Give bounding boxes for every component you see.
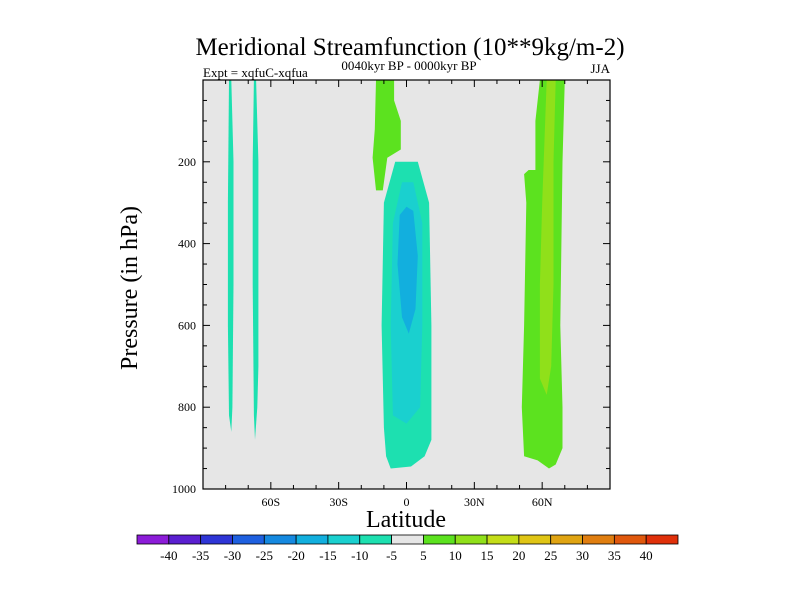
region-sh-polar-cell-a (227, 80, 234, 432)
colorbar-label: 35 (608, 548, 621, 563)
colorbar-label: -40 (160, 548, 177, 563)
colorbar-label: -15 (319, 548, 336, 563)
x-tick-label: 30S (329, 495, 348, 509)
colorbar-label: -20 (287, 548, 304, 563)
colorbar-swatch (295, 534, 329, 545)
colorbar-swatch (518, 534, 552, 545)
region-nh-cell-inner (539, 80, 556, 395)
colorbar-label: 30 (576, 548, 589, 563)
colorbar-label: -35 (192, 548, 209, 563)
colorbar-label: -25 (256, 548, 273, 563)
x-tick-label: 60S (261, 495, 280, 509)
colorbar-swatch (136, 534, 170, 545)
colorbar-swatch (645, 534, 679, 545)
colorbar-swatch (550, 534, 583, 545)
plot-area (202, 79, 611, 490)
y-tick-label: 400 (178, 237, 196, 251)
colorbar-swatch (582, 534, 615, 545)
y-axis-label: Pressure (in hPa) (117, 206, 143, 370)
colorbar-label: 25 (544, 548, 557, 563)
y-tick-label: 200 (178, 155, 196, 169)
colorbar-swatch (168, 534, 202, 545)
colorbar-swatch (232, 534, 265, 545)
y-tick-label: 800 (178, 400, 196, 414)
colorbar-label: -30 (224, 548, 241, 563)
region-tropical-upper-positive (372, 80, 401, 191)
colorbar: -40 -35 -30 -25 -20 -15 -10 -5 5 10 15 20 25 30 35 40 (136, 534, 679, 563)
colorbar-swatch (391, 534, 424, 545)
colorbar-swatch (359, 534, 392, 545)
chart-title: Meridional Streamfunction (10**9kg/m-2) (195, 34, 624, 61)
contour-regions (227, 80, 565, 469)
x-tick-label: 60N (532, 495, 553, 509)
colorbar-label: -5 (386, 548, 397, 563)
colorbar-label: 20 (512, 548, 525, 563)
right-label: JJA (590, 61, 610, 76)
region-sh-polar-cell-b (252, 80, 259, 440)
colorbar-swatch (454, 534, 488, 545)
colorbar-label: 10 (449, 548, 462, 563)
colorbar-label: 15 (481, 548, 494, 563)
colorbar-swatch (200, 534, 233, 545)
colorbar-swatch (613, 534, 647, 545)
region-tropical-cell-core (397, 206, 418, 334)
colorbar-swatch (423, 534, 456, 545)
colorbar-swatch (486, 534, 520, 545)
x-tick-label: 0 (404, 495, 410, 509)
x-axis-label: Latitude (366, 507, 446, 533)
x-tick-label: 30N (464, 495, 485, 509)
y-tick-label: 600 (178, 318, 196, 332)
x-axis-ticks: 60S 30S 0 30N 60N (225, 80, 588, 509)
y-tick-label: 1000 (172, 482, 196, 496)
colorbar-swatch (327, 534, 361, 545)
colorbar-swatch (263, 534, 297, 545)
center-label: 0040kyr BP - 0000kyr BP (341, 58, 476, 73)
colorbar-label: -10 (351, 548, 368, 563)
left-label: Expt = xqfuC-xqfua (203, 65, 308, 80)
y-axis-ticks: 200 400 600 800 1000 (172, 99, 610, 496)
colorbar-label: 5 (420, 548, 427, 563)
colorbar-label: 40 (640, 548, 653, 563)
